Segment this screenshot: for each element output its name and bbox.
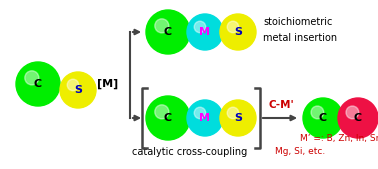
Circle shape — [220, 100, 256, 136]
Circle shape — [155, 105, 169, 119]
Circle shape — [303, 98, 343, 138]
Circle shape — [311, 106, 324, 119]
Circle shape — [187, 14, 223, 50]
Circle shape — [25, 71, 39, 85]
Text: M: M — [200, 113, 211, 123]
Text: S: S — [234, 27, 242, 37]
Circle shape — [220, 14, 256, 50]
Circle shape — [60, 72, 96, 108]
Text: C: C — [164, 27, 172, 37]
Text: S: S — [234, 113, 242, 123]
Circle shape — [194, 107, 206, 119]
Circle shape — [194, 21, 206, 33]
Text: S: S — [74, 85, 82, 95]
Circle shape — [346, 106, 359, 119]
Text: C-M': C-M' — [268, 100, 294, 110]
Circle shape — [227, 107, 239, 119]
Text: C: C — [164, 113, 172, 123]
Text: C: C — [34, 79, 42, 89]
Circle shape — [187, 100, 223, 136]
Text: catalytic cross-coupling: catalytic cross-coupling — [132, 147, 248, 157]
Circle shape — [16, 62, 60, 106]
Text: Mg, Si, etc.: Mg, Si, etc. — [275, 148, 325, 156]
Text: metal insertion: metal insertion — [263, 33, 337, 43]
Circle shape — [227, 21, 239, 33]
Circle shape — [67, 79, 79, 91]
Circle shape — [146, 96, 190, 140]
Text: stoichiometric: stoichiometric — [263, 17, 332, 27]
Text: [M]: [M] — [98, 79, 119, 89]
Text: M’ =: B, Zn, In, Sn,: M’ =: B, Zn, In, Sn, — [300, 134, 378, 142]
Text: M: M — [200, 27, 211, 37]
Circle shape — [155, 19, 169, 33]
Text: C: C — [319, 113, 327, 123]
Circle shape — [338, 98, 378, 138]
Text: C: C — [354, 113, 362, 123]
Circle shape — [146, 10, 190, 54]
